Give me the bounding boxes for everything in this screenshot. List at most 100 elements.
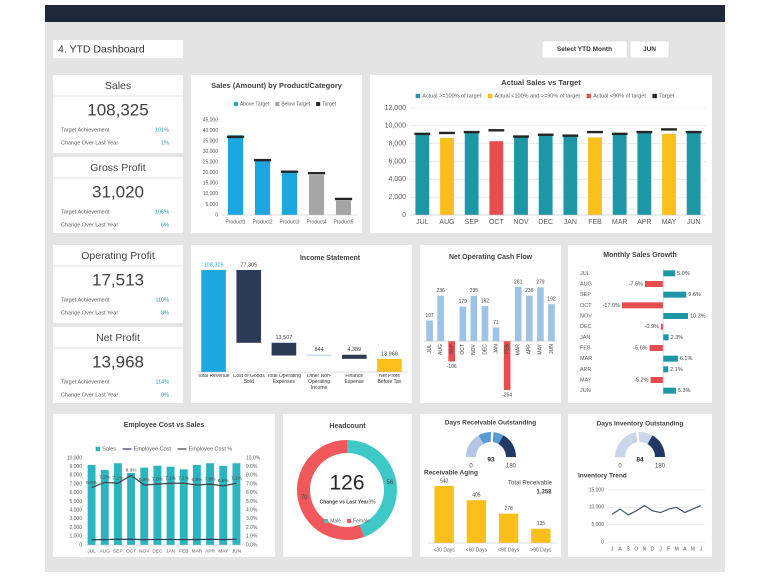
y-tick-label: 1,000 bbox=[69, 534, 82, 540]
bar bbox=[127, 472, 136, 545]
kpi-row-label: Change Over Last Year bbox=[61, 140, 118, 146]
legend-swatch bbox=[347, 519, 352, 523]
kpi-title: Operating Profit bbox=[81, 250, 155, 262]
kpi-row-value: 106% bbox=[155, 209, 169, 215]
bar bbox=[308, 175, 325, 215]
value-label: 71 bbox=[493, 320, 499, 326]
kpi-row-label: Change Over Last Year bbox=[61, 392, 118, 398]
legend-label: Above Target bbox=[240, 101, 270, 107]
bar bbox=[503, 341, 511, 390]
y-tick-label: 10.0% bbox=[246, 455, 261, 461]
value-label: 7.2% bbox=[99, 475, 111, 481]
y-tick-label: 0.0% bbox=[246, 542, 258, 548]
kpi-row-label: Change Over Last Year bbox=[61, 222, 118, 228]
target-marker bbox=[636, 130, 653, 134]
chart-title: Sales (Amount) by Product/Category bbox=[211, 81, 343, 90]
legend-swatch bbox=[95, 446, 101, 452]
x-tick-label: Product3 bbox=[279, 219, 299, 225]
month-selector[interactable] bbox=[629, 40, 670, 59]
y-tick-label: 40,000 bbox=[203, 128, 219, 134]
slice-label: 70 bbox=[301, 495, 308, 501]
value-label: 7.1% bbox=[165, 475, 177, 481]
target-marker bbox=[513, 135, 529, 138]
y-tick-label: MAY bbox=[580, 377, 592, 383]
x-tick-label: OCT bbox=[126, 548, 136, 554]
gauge-band bbox=[498, 435, 516, 457]
x-tick-label: JAN bbox=[166, 548, 176, 554]
kpi-row-value: 110% bbox=[155, 297, 169, 303]
value-label: 5.3% bbox=[678, 388, 691, 394]
x-tick-label: JUN bbox=[687, 219, 701, 226]
month-selector-value[interactable]: JUN bbox=[643, 46, 656, 53]
dashboard-title: 4. YTD Dashboard bbox=[58, 43, 145, 55]
bar bbox=[470, 295, 478, 342]
x-tick-label-box: Net Profit Before Tax bbox=[378, 374, 402, 385]
chart-bar: Net Operating Cash Flow107236-1061792351… bbox=[424, 254, 557, 398]
bar bbox=[663, 355, 678, 362]
legend: Actual >=100% of target Actual <100% and … bbox=[415, 93, 675, 99]
y-tick-label: OCT bbox=[580, 303, 592, 309]
y-tick-label: 2,000 bbox=[388, 194, 406, 201]
x-tick-label: OCT bbox=[489, 219, 505, 226]
value-label: 4,389 bbox=[347, 347, 361, 353]
x-tick-label: MAR bbox=[516, 344, 522, 356]
y-tick-label: 0 bbox=[402, 212, 406, 219]
value-label: 844 bbox=[314, 347, 323, 353]
target-marker bbox=[307, 172, 326, 175]
value-label: 281 bbox=[514, 279, 523, 285]
bar bbox=[531, 528, 551, 543]
kpi-value: 108,325 bbox=[87, 100, 148, 119]
y-tick-label: 15,000 bbox=[203, 181, 219, 187]
bar bbox=[464, 131, 479, 215]
chart-title: Monthly Sales Growth bbox=[603, 252, 677, 259]
x-tick-label: NOV bbox=[471, 343, 477, 355]
y-tick-label: 5.0% bbox=[246, 499, 258, 505]
x-tick-label-box: Total Operating Expenses bbox=[267, 374, 301, 385]
value-label: 7.0% bbox=[205, 476, 217, 482]
y-tick-label: 10,000 bbox=[589, 505, 605, 511]
bar bbox=[663, 313, 688, 319]
y-tick-label: JUN bbox=[580, 388, 591, 394]
bar bbox=[166, 466, 175, 545]
y-tick-label: MAR bbox=[580, 356, 592, 362]
legend-swatch bbox=[324, 519, 329, 523]
value-label: -7.5% bbox=[629, 281, 643, 287]
y-tick-label: 20,000 bbox=[203, 170, 219, 176]
x-tick-label: JUN bbox=[549, 344, 555, 354]
kpi-row-value: 9% bbox=[161, 392, 169, 398]
x-tick-label: FEB bbox=[179, 548, 188, 554]
line bbox=[91, 474, 237, 489]
value-label: 77,305 bbox=[240, 262, 257, 268]
y-tick-label: 6.0% bbox=[246, 490, 258, 496]
bar bbox=[254, 159, 271, 215]
x-tick-label: SEP bbox=[113, 548, 123, 554]
value-label: -5.2% bbox=[634, 377, 648, 383]
waterfall-bar bbox=[201, 270, 226, 372]
legend: Sales Employee Cost Employee Cost % bbox=[95, 446, 232, 452]
x-tick-label: <30 Days bbox=[433, 547, 455, 553]
x-tick-label: JUL bbox=[416, 219, 429, 226]
x-tick-label-box: Cost of Goods Sold bbox=[232, 374, 265, 385]
value-label: -254 bbox=[502, 392, 512, 398]
target-marker bbox=[253, 158, 272, 162]
x-tick-label: MAY bbox=[538, 343, 544, 354]
bar bbox=[588, 137, 602, 215]
bar bbox=[179, 469, 188, 545]
kpi-title: Sales bbox=[105, 80, 131, 92]
value-label: 6.1% bbox=[680, 356, 693, 362]
legend-label: Employee Cost bbox=[134, 446, 172, 452]
x-tick-label: J bbox=[700, 546, 703, 552]
y-tick-label: 15,000 bbox=[589, 487, 605, 493]
bar bbox=[537, 287, 544, 342]
x-tick-label: AUG bbox=[438, 344, 444, 355]
legend-label: Below Target bbox=[281, 101, 310, 107]
bar bbox=[650, 377, 664, 383]
x-tick-label: Cost of Goods Sold bbox=[232, 374, 265, 385]
x-tick-label: Total Revenue bbox=[197, 374, 230, 379]
panel bbox=[568, 245, 712, 403]
bar bbox=[192, 464, 201, 545]
bar bbox=[663, 366, 669, 373]
bar bbox=[637, 131, 652, 215]
